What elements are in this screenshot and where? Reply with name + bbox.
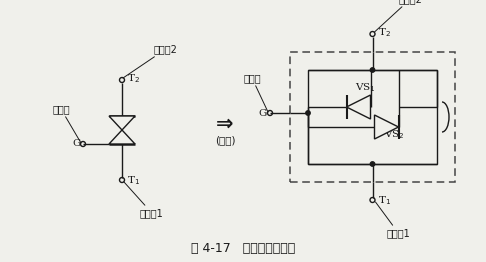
Polygon shape <box>109 130 135 144</box>
Text: ⇒: ⇒ <box>216 114 234 134</box>
Text: 图 4-17   双向晶闸管原理: 图 4-17 双向晶闸管原理 <box>191 242 295 254</box>
Text: VS$_2$: VS$_2$ <box>383 128 404 141</box>
Circle shape <box>370 162 375 166</box>
Text: T$_1$: T$_1$ <box>127 174 140 187</box>
Text: T$_2$: T$_2$ <box>378 27 390 39</box>
Bar <box>290 52 455 182</box>
Polygon shape <box>375 115 399 139</box>
Text: VS$_1$: VS$_1$ <box>354 81 375 94</box>
Text: T$_1$: T$_1$ <box>378 195 391 208</box>
Bar <box>308 70 437 164</box>
Polygon shape <box>109 116 135 130</box>
Text: T$_2$: T$_2$ <box>127 73 140 85</box>
Text: G: G <box>259 108 267 117</box>
Text: 主电杗1: 主电杗1 <box>124 182 164 218</box>
Text: 控制极: 控制极 <box>243 73 268 112</box>
Text: (等效): (等效) <box>215 135 235 145</box>
Text: 主电杗2: 主电杗2 <box>123 44 178 78</box>
Circle shape <box>370 68 375 72</box>
Text: 控制极: 控制极 <box>52 104 81 143</box>
Text: G: G <box>72 139 81 149</box>
Circle shape <box>306 111 310 115</box>
Text: 主电杗2: 主电杗2 <box>375 0 422 32</box>
Polygon shape <box>347 95 370 119</box>
Text: 主电杗1: 主电杗1 <box>376 202 410 238</box>
